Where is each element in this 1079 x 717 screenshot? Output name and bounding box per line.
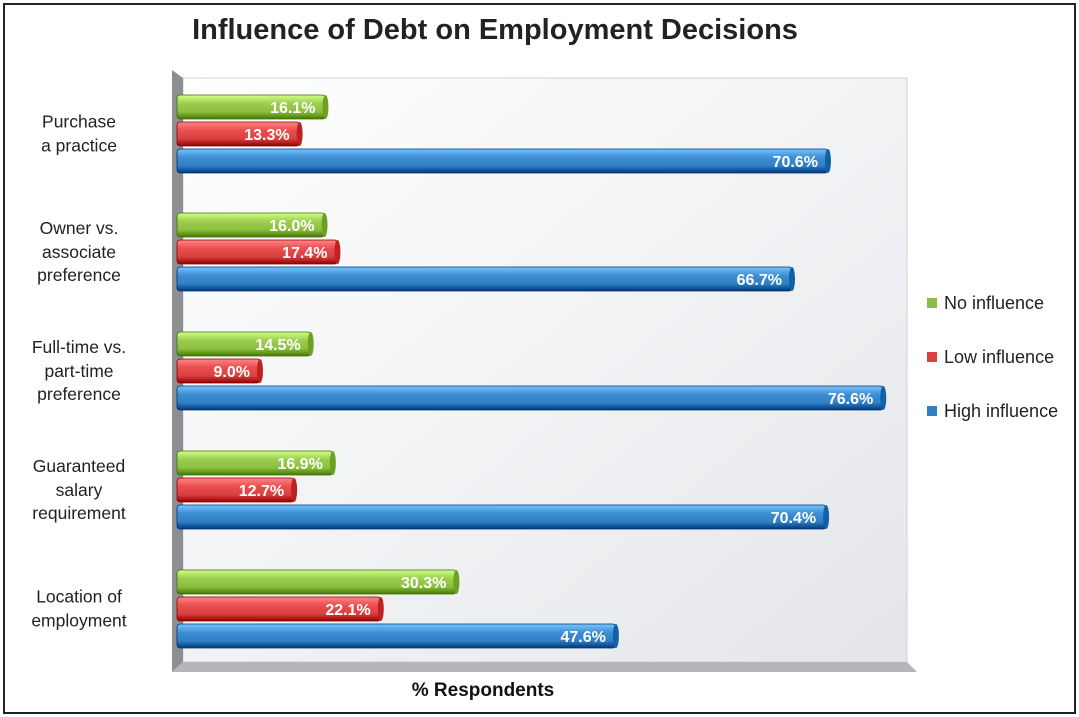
category-label: Full-time vs. part-time preference	[31, 336, 127, 404]
bar-no-influence: 16.0%	[176, 212, 328, 238]
bar-no-influence: 30.3%	[176, 569, 460, 595]
bar-end-cap	[788, 267, 795, 291]
category-label: Guaranteed salary requirement	[32, 455, 126, 523]
data-label: 17.4%	[282, 245, 327, 262]
bar-body	[176, 385, 884, 411]
plot-floor	[172, 662, 917, 672]
legend-label: Low influence	[944, 346, 1055, 367]
bar-end-cap	[880, 386, 887, 410]
bar-low-influence: 13.3%	[176, 121, 303, 147]
bar-end-cap	[612, 624, 619, 648]
bar-body	[176, 148, 829, 174]
bar-end-cap	[322, 95, 329, 119]
data-label: 14.5%	[255, 337, 300, 354]
data-label: 12.7%	[239, 483, 284, 500]
bar-no-influence: 16.1%	[176, 94, 329, 120]
category-label: Purchase a practice	[41, 111, 117, 156]
bar-high-influence: 76.6%	[176, 385, 887, 411]
legend-label: High influence	[944, 400, 1059, 421]
bar-high-influence: 70.6%	[176, 148, 831, 174]
bar-low-influence: 12.7%	[176, 477, 298, 503]
bar-low-influence: 9.0%	[176, 358, 263, 384]
legend-item-low-influence: Low influence	[927, 346, 1054, 368]
bar-end-cap	[307, 332, 314, 356]
bars: 16.1% 13.3% 70.6% 16.0% 17.4% 66.7% 14.5% 9.0% 7…	[176, 94, 887, 649]
bar-end-cap	[824, 149, 831, 173]
chart-title: Influence of Debt on Employment Decision…	[192, 14, 798, 46]
data-label: 9.0%	[214, 364, 250, 381]
legend-swatch	[927, 298, 937, 308]
bar-low-influence: 22.1%	[176, 596, 384, 622]
bar-low-influence: 17.4%	[176, 239, 341, 265]
data-label: 16.0%	[269, 218, 314, 235]
bar-no-influence: 14.5%	[176, 331, 314, 357]
bar-end-cap	[377, 597, 384, 621]
data-label: 16.9%	[277, 456, 322, 473]
bar-no-influence: 16.9%	[176, 450, 336, 476]
data-label: 66.7%	[737, 272, 782, 289]
legend-swatch	[927, 352, 937, 362]
data-label: 30.3%	[401, 575, 446, 592]
bar-high-influence: 47.6%	[176, 623, 619, 649]
data-label: 13.3%	[244, 127, 289, 144]
bar-end-cap	[823, 505, 830, 529]
category-label: Location of employment	[31, 586, 127, 631]
bar-end-cap	[334, 240, 341, 264]
legend-label: No influence	[944, 292, 1045, 313]
data-label: 70.6%	[773, 154, 818, 171]
bar-end-cap	[296, 122, 303, 146]
bar-high-influence: 70.4%	[176, 504, 830, 530]
bar-body	[176, 623, 617, 649]
data-label: 16.1%	[270, 100, 315, 117]
legend-item-no-influence: No influence	[927, 292, 1044, 314]
x-axis-label: % Respondents	[411, 680, 555, 701]
data-label: 76.6%	[828, 391, 873, 408]
data-label: 70.4%	[771, 510, 816, 527]
data-label: 47.6%	[560, 629, 605, 646]
legend-swatch	[927, 406, 937, 416]
bar-end-cap	[256, 359, 263, 383]
bar-end-cap	[321, 213, 328, 237]
bar-high-influence: 66.7%	[176, 266, 795, 292]
bar-end-cap	[453, 570, 460, 594]
bar-body	[176, 266, 793, 292]
bar-end-cap	[329, 451, 336, 475]
bar-body	[176, 504, 827, 530]
bar-end-cap	[291, 478, 298, 502]
category-label: Owner vs. associate preference	[37, 217, 121, 285]
data-label: 22.1%	[325, 602, 370, 619]
legend-item-high-influence: High influence	[927, 400, 1058, 422]
